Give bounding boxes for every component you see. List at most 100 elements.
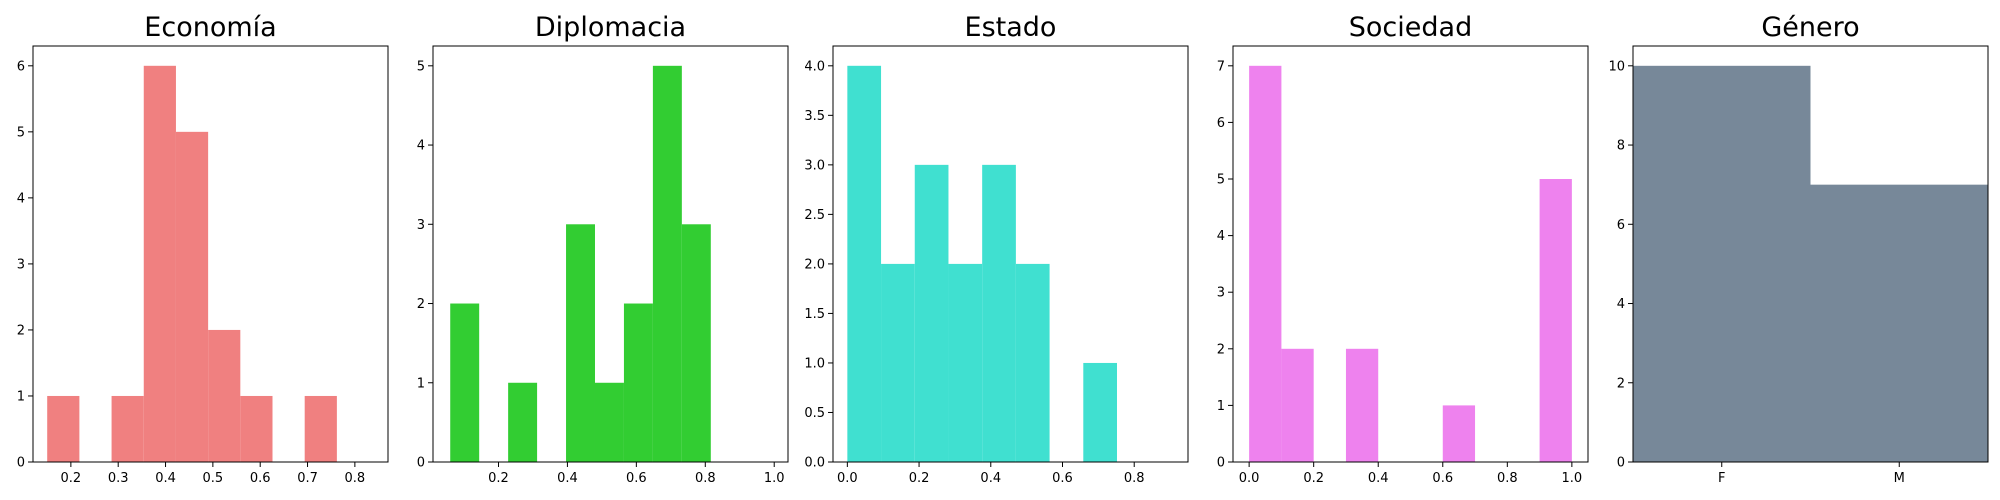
- histogram-bar: [1345, 348, 1379, 462]
- x-tick-label: 0.2: [61, 471, 82, 486]
- x-tick-label: F: [1718, 471, 1725, 486]
- histogram-bar: [1015, 263, 1050, 462]
- y-tick-label: 0: [1617, 456, 1625, 471]
- histogram-bar: [143, 65, 176, 463]
- y-tick-label: 2: [1217, 342, 1225, 357]
- y-tick-label: 2: [1617, 376, 1625, 391]
- histogram-bar: [508, 382, 538, 462]
- x-tick-label: 0.4: [155, 471, 176, 486]
- panel-sociedad: Sociedad 0.0 0.2 0.4 0.6 0.8 1.0 0 1 2 3 4 5 6 7: [1217, 12, 1589, 486]
- x-tick-label: 0.6: [626, 471, 647, 486]
- y-tick-label: 2.5: [804, 208, 825, 223]
- x-tick-label: 0.3: [108, 471, 129, 486]
- y-tick-label: 2.0: [804, 257, 825, 272]
- y-tick-label: 1.5: [804, 307, 825, 322]
- y-tick-label: 6: [1617, 218, 1625, 233]
- y-tick-label: 5: [417, 59, 425, 74]
- x-tick-label: 0.8: [695, 471, 716, 486]
- x-tick-label: 0.6: [1052, 471, 1073, 486]
- histogram-bar: [175, 131, 209, 463]
- histogram-bar: [681, 224, 711, 462]
- x-tick-label: 0.4: [980, 471, 1001, 486]
- histogram-bar: [1083, 362, 1117, 462]
- plot-frame: [432, 45, 789, 463]
- panel-title: Economía: [144, 12, 276, 43]
- histogram-bar: [1539, 179, 1572, 462]
- x-tick-label: 0.6: [1432, 471, 1453, 486]
- plot-frame: [832, 45, 1189, 463]
- histogram-bar: [652, 65, 682, 463]
- y-tick-label: 4.0: [804, 59, 825, 74]
- y-tick-label: 4: [417, 139, 425, 154]
- y-tick-label: 3.5: [804, 109, 825, 124]
- panel-genero: Género F M 0 2 4 6 8 10: [1608, 12, 1989, 486]
- x-tick-label: 0.8: [345, 471, 366, 486]
- x-tick-label: 0.8: [1497, 471, 1518, 486]
- histogram-bar: [982, 164, 1016, 462]
- plot-frame: [32, 45, 389, 463]
- histogram-bar: [948, 263, 983, 462]
- y-tick-label: 5: [17, 125, 25, 140]
- y-tick-label: 4: [17, 191, 25, 206]
- y-tick-label: 1.0: [804, 356, 825, 371]
- x-tick-label: 0.2: [488, 471, 509, 486]
- y-tick-label: 0.0: [804, 456, 825, 471]
- y-tick-label: 3: [1217, 286, 1225, 301]
- y-tick-label: 4: [1217, 229, 1225, 244]
- y-tick-label: 4: [1617, 297, 1625, 312]
- x-tick-label: 1.0: [1562, 471, 1583, 486]
- y-tick-label: 6: [1217, 116, 1225, 131]
- panel-economia: Economía 0.2 0.3 0.4 0.5 0.6 0.7 0.8 0 1 2 3 4 5 6: [17, 12, 389, 486]
- plot-frame: [1632, 45, 1989, 463]
- y-tick-label: 8: [1617, 139, 1625, 154]
- histogram-bar: [623, 303, 653, 462]
- histogram-bar: [1633, 65, 1811, 463]
- y-tick-label: 3.0: [804, 158, 825, 173]
- y-tick-label: 2: [417, 297, 425, 312]
- panel-title: Género: [1761, 12, 1859, 43]
- x-tick-label: 0.7: [297, 471, 318, 486]
- y-tick-label: 0: [417, 456, 425, 471]
- y-tick-label: 5: [1217, 173, 1225, 188]
- histogram-bar: [240, 395, 273, 462]
- y-tick-label: 0.5: [804, 406, 825, 421]
- y-tick-label: 0: [1217, 456, 1225, 471]
- y-tick-label: 1: [17, 389, 25, 404]
- histogram-bar: [566, 224, 595, 462]
- histogram-bar: [47, 395, 80, 462]
- histogram-bar: [847, 65, 882, 463]
- y-tick-label: 3: [17, 257, 25, 272]
- histogram-bar: [304, 395, 337, 462]
- x-tick-label: 0.6: [250, 471, 271, 486]
- y-tick-label: 10: [1608, 59, 1625, 74]
- y-tick-label: 2: [17, 323, 25, 338]
- x-tick-label: 0.4: [557, 471, 578, 486]
- y-tick-label: 6: [17, 59, 25, 74]
- histogram-bar: [111, 395, 144, 462]
- histogram-bar: [208, 329, 241, 462]
- y-tick-label: 1: [1217, 399, 1225, 414]
- x-tick-label: 0.0: [837, 471, 858, 486]
- plot-frame: [1232, 45, 1589, 463]
- histogram-bar: [881, 263, 915, 462]
- panel-estado: Estado 0.0 0.2 0.4 0.6 0.8 0.0 0.5 1.0 1.5 2.0 2.5…: [804, 12, 1189, 486]
- histogram-bar: [1249, 65, 1282, 463]
- histogram-bar: [1810, 184, 1988, 462]
- x-tick-label: 0.0: [1239, 471, 1260, 486]
- panel-title: Sociedad: [1349, 12, 1472, 43]
- x-tick-label: 0.2: [909, 471, 930, 486]
- x-tick-label: 0.8: [1124, 471, 1145, 486]
- x-tick-label: M: [1894, 471, 1905, 486]
- x-tick-label: 1.0: [764, 471, 785, 486]
- x-tick-label: 0.2: [1303, 471, 1324, 486]
- x-tick-label: 0.5: [203, 471, 224, 486]
- y-tick-label: 3: [417, 218, 425, 233]
- y-tick-label: 0: [17, 456, 25, 471]
- histogram-bar: [914, 164, 949, 462]
- histogram-bar: [594, 382, 624, 462]
- panel-title: Estado: [965, 12, 1057, 43]
- histogram-bar: [1442, 405, 1476, 462]
- y-tick-label: 7: [1217, 59, 1225, 74]
- panel-diplomacia: Diplomacia 0.2 0.4 0.6 0.8 1.0 0 1 2 3 4 5: [417, 12, 789, 486]
